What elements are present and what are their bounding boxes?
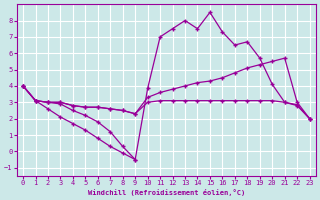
X-axis label: Windchill (Refroidissement éolien,°C): Windchill (Refroidissement éolien,°C) <box>88 189 245 196</box>
